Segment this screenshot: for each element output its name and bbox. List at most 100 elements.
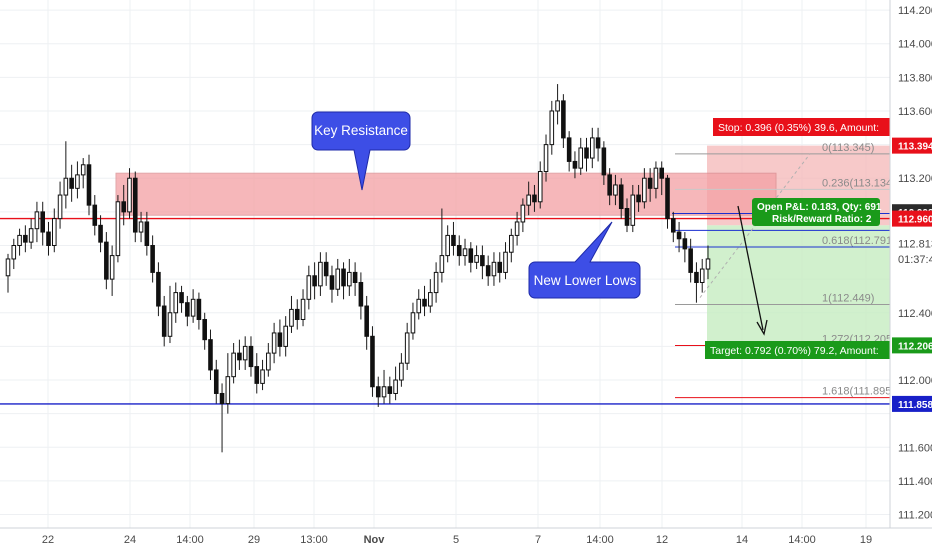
candle[interactable] [34,201,40,243]
candle[interactable] [254,353,260,394]
candle[interactable] [150,235,155,283]
candle[interactable] [86,154,92,216]
candle[interactable] [526,181,531,216]
candle[interactable] [156,262,161,317]
candle[interactable] [167,285,173,344]
candle[interactable] [404,322,410,370]
candle[interactable] [537,161,543,209]
candle[interactable] [190,289,196,323]
candle[interactable] [381,369,387,404]
candle[interactable] [98,215,103,253]
candle[interactable] [260,359,265,391]
candle[interactable] [665,174,670,229]
candle[interactable] [69,164,74,202]
candle[interactable] [561,94,566,148]
candle[interactable] [242,336,248,370]
candle[interactable] [393,366,398,401]
candle[interactable] [318,252,323,296]
candle[interactable] [485,255,491,286]
candle[interactable] [520,198,526,233]
candle[interactable] [63,141,69,209]
candle[interactable] [11,238,17,270]
candle[interactable] [289,295,294,333]
candle[interactable] [439,208,445,283]
candle[interactable] [185,295,190,327]
candle[interactable] [283,316,288,357]
candle[interactable] [5,253,11,293]
candle[interactable] [590,127,595,169]
candle[interactable] [323,252,329,286]
candle[interactable] [456,235,462,266]
candle[interactable] [80,158,86,189]
candle[interactable] [659,161,665,196]
candle[interactable] [225,353,231,414]
candle[interactable] [127,168,132,219]
candle[interactable] [566,131,572,172]
candle[interactable] [213,359,219,404]
candle[interactable] [480,245,485,280]
candle[interactable] [624,198,630,233]
candles[interactable] [5,84,711,453]
candle[interactable] [509,228,514,263]
candle[interactable] [46,221,51,256]
candle[interactable] [92,195,98,236]
candle[interactable] [115,195,121,263]
candle[interactable] [51,208,57,253]
candle[interactable] [144,211,150,256]
candle[interactable] [208,329,213,381]
candle[interactable] [433,262,439,303]
candle[interactable] [514,211,520,246]
candle[interactable] [491,252,497,286]
candle[interactable] [17,228,22,256]
candle[interactable] [694,262,699,303]
candle[interactable] [277,319,283,357]
candle[interactable] [358,272,364,320]
candle[interactable] [699,258,705,293]
candle[interactable] [28,218,34,249]
candle[interactable] [364,295,369,350]
candle[interactable] [370,326,375,397]
candle[interactable] [682,232,688,263]
candle[interactable] [428,279,433,313]
candle[interactable] [636,184,641,212]
candle[interactable] [306,265,312,310]
candle[interactable] [445,225,450,263]
candle[interactable] [497,252,503,283]
candle[interactable] [647,168,653,202]
candle[interactable] [688,238,693,283]
candle[interactable] [503,242,508,280]
candle[interactable] [104,232,109,290]
candle[interactable] [300,289,306,327]
candle[interactable] [474,245,479,270]
candle[interactable] [642,168,647,209]
candle[interactable] [578,137,584,175]
candle[interactable] [57,181,63,229]
candle[interactable] [613,174,618,206]
candle[interactable] [410,302,416,340]
candle[interactable] [416,289,422,320]
candle[interactable] [196,292,202,330]
candle[interactable] [653,161,659,199]
candle[interactable] [161,295,167,347]
candle[interactable] [341,262,346,300]
candle[interactable] [676,221,682,253]
candle[interactable] [312,262,317,300]
candle[interactable] [237,339,242,370]
candle[interactable] [294,299,300,330]
candle[interactable] [121,184,126,226]
candle[interactable] [138,211,144,243]
candle[interactable] [451,221,456,256]
candle[interactable] [399,353,404,387]
candle[interactable] [387,376,393,404]
candle[interactable] [231,343,236,384]
candle[interactable] [132,171,138,243]
candle[interactable] [335,258,341,296]
candle[interactable] [179,285,184,313]
candle[interactable] [352,262,358,296]
candle[interactable] [173,282,179,323]
candle[interactable] [23,225,28,253]
candle[interactable] [40,201,46,246]
candle[interactable] [584,137,589,172]
candle[interactable] [347,258,352,296]
